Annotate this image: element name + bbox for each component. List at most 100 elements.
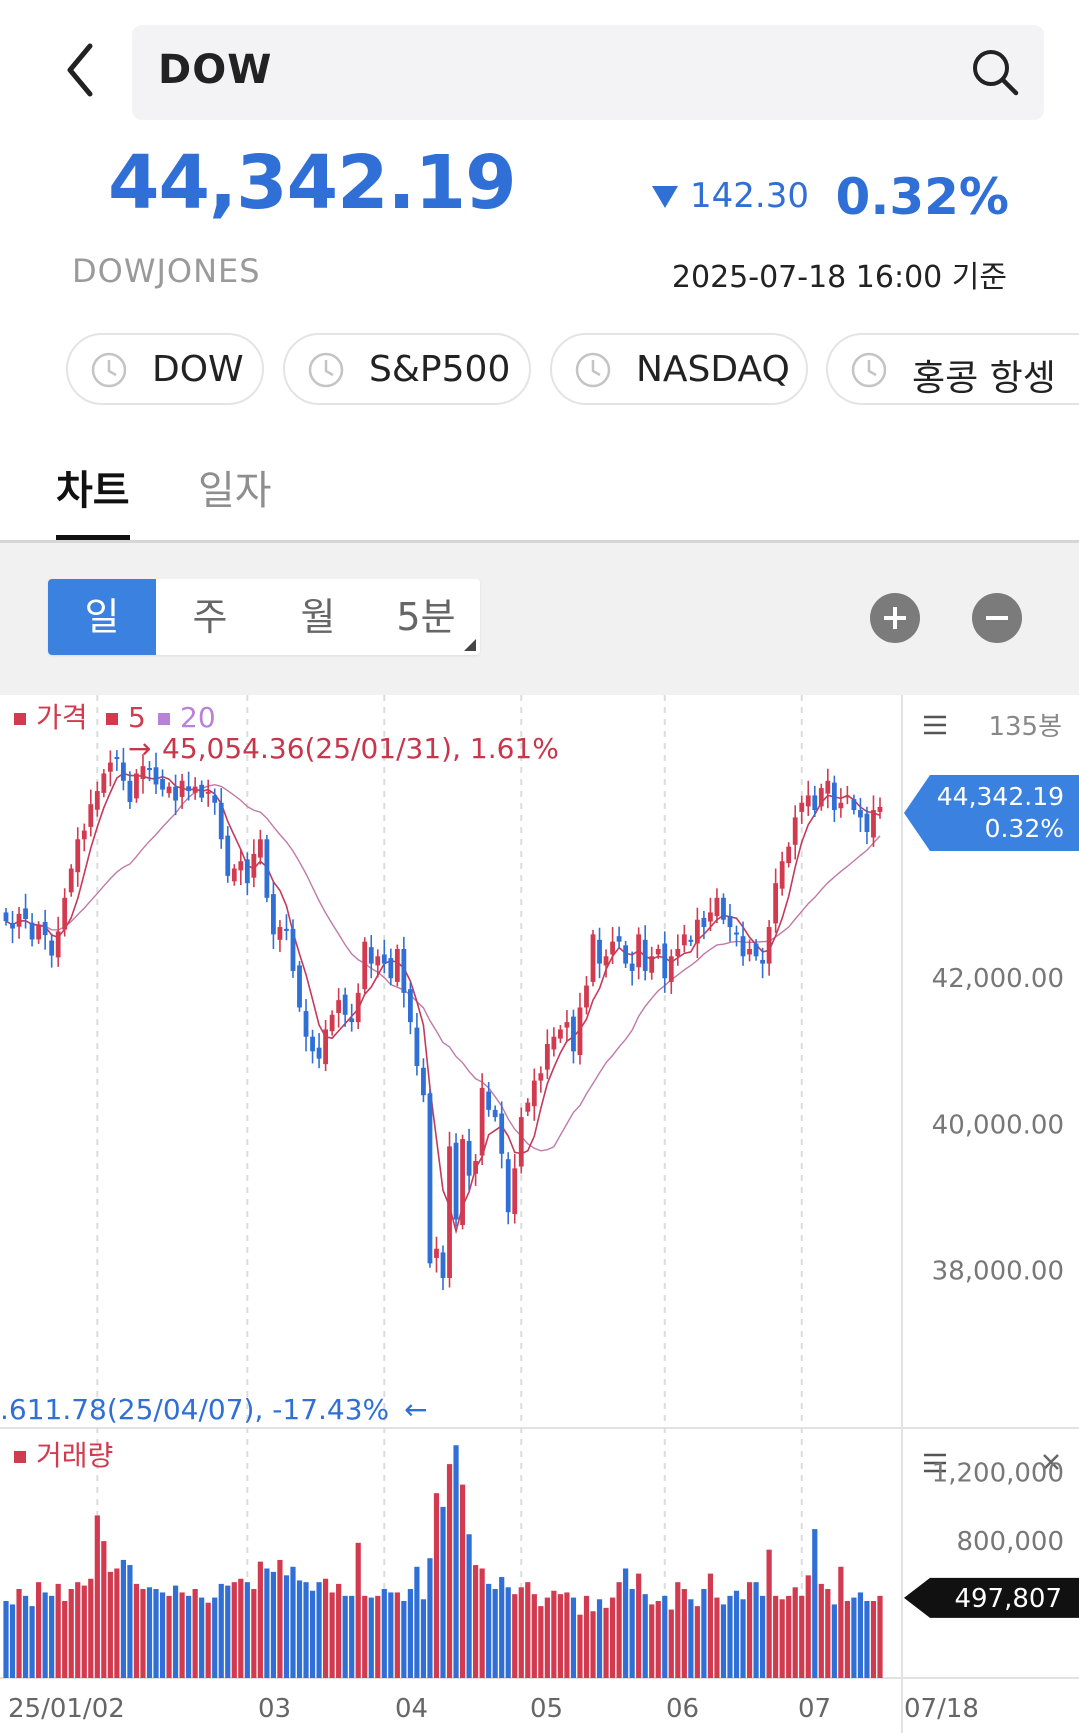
volume-bar — [818, 1583, 824, 1678]
volume-bar — [186, 1595, 192, 1678]
tab-chart[interactable]: 차트 — [56, 468, 130, 514]
candle-body — [107, 762, 113, 772]
volume-bar — [668, 1609, 674, 1678]
volume-bar — [786, 1595, 792, 1678]
period-5min-button[interactable]: 5분 — [396, 595, 456, 639]
ma20-path — [5, 783, 881, 1152]
current-volume-label: 497,807 — [954, 1584, 1062, 1614]
volume-bar — [733, 1590, 740, 1678]
search-input[interactable]: DOW — [158, 47, 273, 93]
candle-body — [323, 1029, 328, 1065]
volume-bar — [212, 1597, 218, 1678]
zoom-in-button[interactable] — [870, 593, 920, 643]
candle-body — [714, 897, 720, 917]
candlestick-series — [3, 747, 883, 1291]
volume-bar — [844, 1600, 850, 1678]
volume-bar — [433, 1493, 440, 1678]
volume-bar — [303, 1582, 309, 1678]
clock-icon — [91, 352, 127, 388]
candle-body — [538, 1073, 544, 1081]
volume-bar — [649, 1604, 655, 1678]
volume-bar — [512, 1594, 518, 1678]
period-week-button[interactable]: 주 — [192, 595, 228, 639]
tab-daily[interactable]: 일자 — [198, 468, 272, 514]
volume-bar — [825, 1589, 831, 1678]
candle-body — [727, 916, 733, 928]
candle-body — [414, 1027, 420, 1066]
volume-bar — [453, 1445, 459, 1678]
search-icon[interactable] — [970, 47, 1020, 97]
candle-body — [349, 1018, 355, 1023]
volume-bar — [225, 1585, 231, 1678]
volume-bar — [636, 1573, 642, 1678]
volume-bar — [831, 1604, 837, 1678]
candle-body — [121, 762, 126, 781]
period-month-button[interactable]: 월 — [300, 595, 336, 639]
volume-bar — [329, 1592, 335, 1678]
candle-body — [290, 928, 296, 971]
menu-icon[interactable] — [924, 715, 946, 735]
candle-body — [277, 927, 283, 940]
index-chip-dow[interactable]: DOW — [66, 333, 264, 405]
candle-body — [518, 1117, 524, 1167]
candle-body — [675, 948, 681, 957]
volume-bar — [146, 1587, 153, 1678]
candle-body — [864, 813, 870, 832]
candle-body — [127, 780, 133, 803]
candle-body — [238, 861, 244, 871]
candle-body — [701, 917, 707, 928]
candle-body — [753, 943, 759, 957]
candle-body — [688, 939, 694, 942]
period-day-button[interactable]: 일 — [48, 579, 156, 655]
candle-body — [427, 1093, 433, 1264]
volume-bar — [166, 1595, 172, 1678]
volume-bar — [9, 1604, 16, 1678]
index-chip-nasdaq[interactable]: NASDAQ — [550, 333, 808, 405]
ma5-path — [5, 772, 881, 1235]
legend-ma20-swatch — [158, 713, 170, 725]
volume-bar — [251, 1589, 257, 1678]
zoom-out-button[interactable] — [972, 593, 1022, 643]
volume-bar — [290, 1566, 296, 1678]
volume-bar — [153, 1589, 159, 1678]
volume-bar — [49, 1595, 55, 1678]
volume-bar — [231, 1582, 237, 1678]
volume-bar — [492, 1589, 498, 1678]
clock-icon — [308, 352, 344, 388]
candle-body — [447, 1146, 452, 1279]
index-chip-hangseng[interactable]: 홍콩 항셍 — [826, 333, 1079, 405]
down-triangle-icon — [652, 186, 678, 208]
candle-body — [877, 806, 883, 812]
volume-bar — [127, 1565, 133, 1678]
volume-bar — [870, 1600, 877, 1678]
candle-body — [75, 839, 81, 873]
candle-body — [101, 773, 107, 793]
volume-bar — [851, 1597, 857, 1678]
index-chip-sp500[interactable]: S&P500 — [283, 333, 531, 405]
volume-bar — [420, 1599, 427, 1678]
volume-bar — [238, 1578, 244, 1678]
candle-body — [871, 810, 876, 838]
high-arrow-icon: → — [128, 732, 151, 765]
volume-bar — [120, 1559, 127, 1678]
candle-body — [831, 782, 837, 811]
back-button[interactable] — [56, 40, 104, 100]
volume-bar — [401, 1600, 407, 1678]
candle-body — [186, 786, 192, 792]
volume-bar — [727, 1595, 733, 1678]
search-box[interactable]: DOW — [132, 25, 1044, 120]
price-chart[interactable]: 가격 5 20 → 45,054.36(25/01/31), 1.61% .61… — [0, 695, 1079, 1733]
volume-bar — [812, 1529, 818, 1678]
current-price: 44,342.19 — [108, 140, 517, 226]
volume-bar — [779, 1599, 785, 1678]
volume-bar — [192, 1589, 198, 1678]
clock-icon — [575, 352, 611, 388]
candle-body — [362, 941, 368, 990]
volume-bar — [877, 1595, 883, 1678]
volume-bar — [381, 1589, 387, 1678]
close-icon[interactable] — [1043, 1454, 1059, 1470]
tab-divider — [0, 540, 1079, 543]
candle-body — [564, 1022, 570, 1028]
hamburger-icon[interactable] — [924, 1453, 946, 1473]
volume-bar — [355, 1542, 361, 1678]
